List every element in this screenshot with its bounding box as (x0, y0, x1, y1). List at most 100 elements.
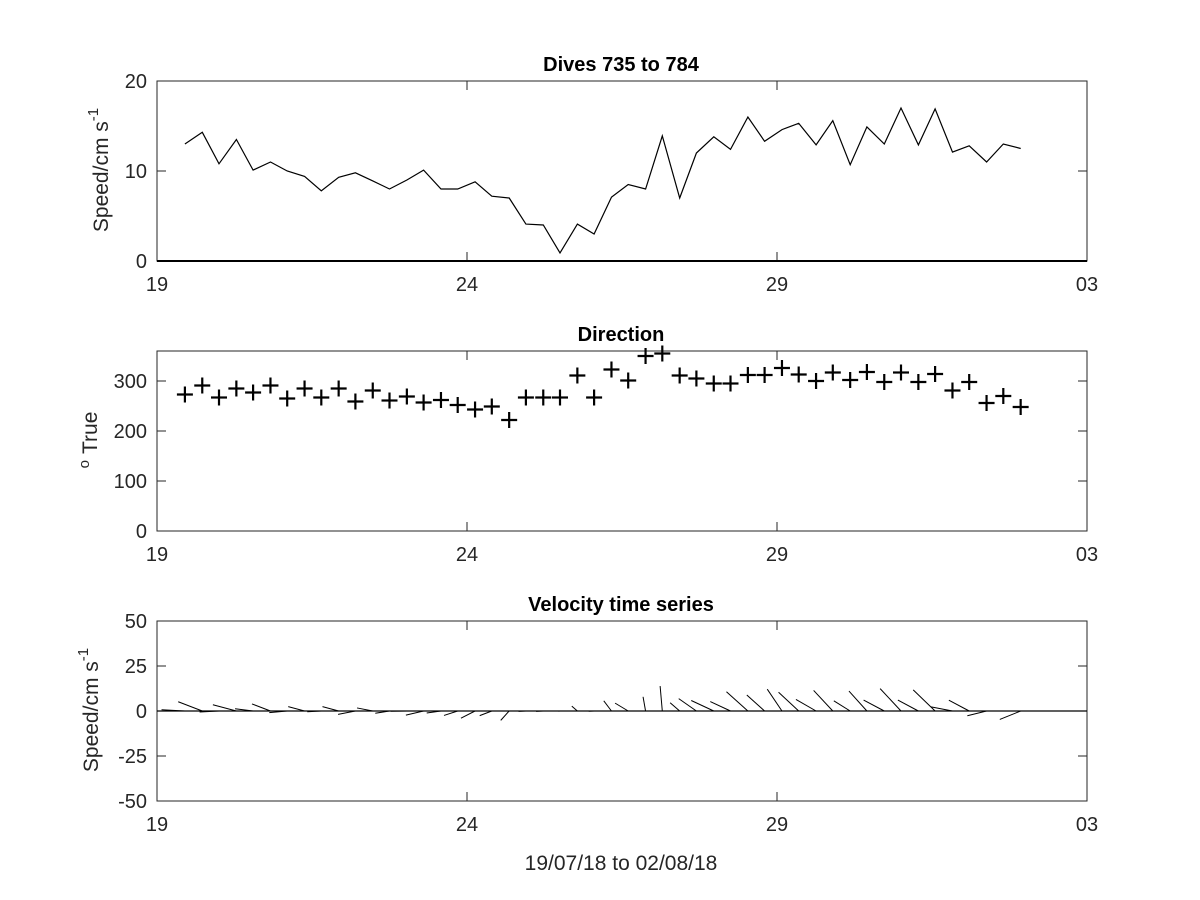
velocity-stick (234, 708, 254, 712)
velocity-stick (746, 694, 765, 712)
velocity-x-tick-label: 29 (766, 814, 788, 836)
speed-y-tick-label: 0 (136, 251, 147, 273)
direction-marker (995, 388, 1012, 404)
direction-x-tick-label: 24 (456, 544, 478, 566)
direction-y-tick-label: 300 (114, 371, 147, 393)
speed-y-axis-label: Speed/cm s-1 (85, 108, 113, 232)
direction-x-tick-label: 29 (766, 544, 788, 566)
speed-panel: Dives 735 to 784 Speed/cm s-1 19 24 29 03 0 1… (85, 54, 1098, 296)
direction-marker (944, 382, 961, 399)
velocity-stick (659, 686, 663, 712)
direction-marker (927, 366, 944, 382)
direction-marker (808, 373, 825, 389)
velocity-stick (603, 700, 612, 712)
velocity-y-tick-label: -25 (118, 746, 147, 768)
direction-marker (705, 375, 722, 392)
direction-marker (517, 389, 534, 406)
velocity-stick (691, 700, 714, 712)
speed-x-tick-label: 19 (146, 274, 168, 296)
direction-marker (398, 388, 415, 405)
direction-y-tick-label: 200 (114, 421, 147, 443)
velocity-y-axis-label-text: Speed/cm s (80, 661, 103, 772)
velocity-stick (614, 702, 629, 712)
velocity-stick (726, 691, 749, 712)
direction-marker (211, 389, 227, 406)
direction-marker (620, 372, 637, 389)
velocity-y-tick-label: 25 (125, 656, 147, 678)
velocity-stick (948, 699, 970, 712)
direction-marker (978, 395, 995, 411)
direction-marker (381, 392, 398, 409)
direction-panel-title: Direction (578, 324, 665, 346)
direction-marker (876, 374, 893, 390)
velocity-stick (930, 706, 953, 712)
velocity-panel: Velocity time series Speed/cm s-1 19 24 29… (75, 594, 1098, 836)
velocity-stick (897, 699, 919, 712)
speed-x-tick-label: 29 (766, 274, 788, 296)
direction-y-axis-label: o True (76, 412, 102, 469)
velocity-stick (178, 701, 203, 712)
direction-marker (603, 361, 620, 378)
direction-y-axis-label-text: True (79, 412, 102, 454)
direction-marker (467, 401, 484, 418)
direction-x-tick-label: 19 (146, 544, 168, 566)
velocity-stick (879, 688, 902, 712)
direction-marker (330, 380, 347, 397)
speed-series-line (184, 106, 1021, 255)
direction-y-tick-label: 100 (114, 471, 147, 493)
svg-text:Speed/cm s-1: Speed/cm s-1 (85, 108, 113, 232)
speed-y-tick-label: 10 (125, 161, 147, 183)
direction-marker (756, 367, 773, 383)
direction-marker (671, 367, 688, 384)
direction-marker (961, 374, 978, 390)
direction-marker (432, 392, 449, 408)
velocity-x-tick-label: 24 (456, 814, 478, 836)
direction-marker (773, 360, 790, 376)
velocity-stick (669, 702, 680, 712)
velocity-stick (288, 706, 305, 712)
velocity-stick (212, 704, 237, 712)
direction-marker (501, 412, 518, 428)
velocity-stick (778, 691, 800, 712)
velocity-stick (678, 698, 697, 712)
speed-y-axis-label-text: Speed/cm s (90, 121, 113, 232)
velocity-stick (813, 690, 834, 712)
direction-y-axis-label-prefix: o (76, 460, 93, 468)
velocity-stick (443, 710, 458, 716)
direction-marker (893, 364, 909, 381)
velocity-stick (426, 710, 442, 714)
velocity-stick (863, 699, 885, 712)
direction-marker (858, 364, 875, 380)
velocity-stick (269, 710, 288, 714)
direction-marker (654, 345, 671, 362)
velocity-stick (642, 696, 647, 712)
direction-marker (313, 389, 330, 406)
velocity-stick (500, 710, 510, 721)
velocity-y-tick-label: 50 (125, 611, 147, 633)
velocity-x-tick-label: 03 (1076, 814, 1098, 836)
direction-marker (688, 370, 705, 387)
direction-marker (483, 398, 500, 415)
velocity-y-tick-label: 0 (136, 701, 147, 723)
velocity-stick (460, 710, 476, 719)
direction-marker (824, 364, 841, 381)
direction-marker (364, 382, 381, 399)
direction-axes-box (156, 350, 1088, 532)
direction-marker (535, 389, 552, 406)
velocity-stick (322, 706, 339, 712)
speed-y-tick-label: 20 (125, 71, 147, 93)
velocity-stick (479, 710, 492, 717)
direction-x-tick-label: 03 (1076, 544, 1098, 566)
velocity-y-axis-label: Speed/cm s-1 (75, 648, 103, 772)
svg-text:oTrue: o True (76, 412, 102, 469)
direction-marker (637, 348, 654, 364)
direction-marker (262, 377, 279, 394)
velocity-stick (356, 707, 373, 712)
speed-x-tick-label: 24 (456, 274, 478, 296)
velocity-stick (337, 710, 356, 715)
velocity-stick (912, 689, 936, 712)
direction-marker (176, 386, 193, 403)
velocity-y-axis-label-superscript: -1 (75, 648, 92, 661)
direction-marker (910, 374, 927, 390)
